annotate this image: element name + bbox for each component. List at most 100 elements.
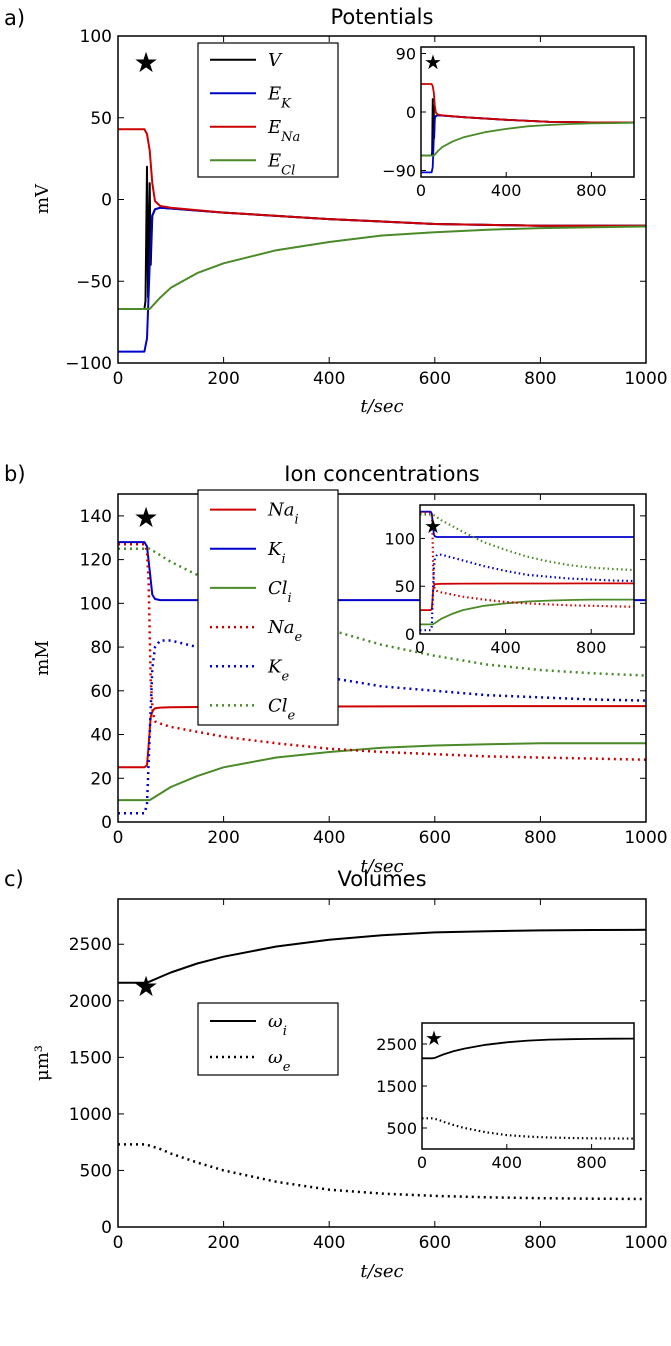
legend-entry-label: Nai (267, 500, 299, 528)
legend-entry-label: ωe (268, 1047, 291, 1075)
x-tick-label: 600 (419, 369, 451, 389)
series-line-1 (118, 705, 646, 769)
plot-frame (117, 493, 647, 823)
x-tick-label: 0 (113, 828, 124, 848)
inset-series-line-1 (422, 1037, 634, 1060)
y-tick-label: 50 (90, 109, 112, 129)
x-tick-label: 0 (113, 1233, 124, 1253)
inset-x-tick-label: 400 (490, 638, 521, 657)
x-tick-label: 400 (313, 369, 345, 389)
series-line-4 (118, 225, 646, 310)
x-tick-label: 600 (419, 1233, 451, 1253)
series-line-1 (118, 165, 646, 310)
series-line-1 (118, 928, 646, 984)
inset-background (422, 1023, 634, 1149)
star-marker: ★ (133, 970, 158, 1003)
x-axis-label: t/sec (360, 396, 403, 417)
x-tick-label: 800 (524, 1233, 556, 1253)
y-tick-label: 140 (80, 507, 112, 527)
chart-title: Volumes (337, 867, 426, 891)
inset-series-group (420, 510, 634, 632)
inset-x-tick-label: 0 (415, 638, 425, 657)
x-tick-label: 200 (207, 369, 239, 389)
y-tick-label: 1000 (69, 1105, 112, 1125)
series-group (118, 541, 646, 815)
inset-star-marker: ★ (425, 1026, 443, 1050)
inset-series-line-4 (421, 121, 634, 157)
inset-frame (419, 504, 635, 635)
y-axis-label: mV (32, 183, 53, 214)
series-group (118, 128, 646, 353)
series-line-2 (118, 206, 646, 353)
x-tick-label: 1000 (624, 369, 667, 389)
panel-label: b) (4, 462, 26, 486)
inset-x-tick-label: 800 (576, 638, 607, 657)
y-tick-label: 20 (90, 769, 112, 789)
legend-entry-label: Ke (267, 656, 289, 684)
panel-label: a) (4, 6, 25, 30)
inset-y-tick-label: 2500 (376, 1035, 417, 1054)
y-tick-label: 2500 (69, 935, 112, 955)
y-tick-label: 0 (101, 1218, 112, 1238)
chart-title: Potentials (331, 5, 434, 29)
inset-series-line-2 (420, 510, 634, 538)
series-group (118, 928, 646, 1201)
x-tick-label: 1000 (624, 828, 667, 848)
inset-series-line-2 (422, 1117, 634, 1140)
inset-series-line-6 (420, 513, 634, 572)
y-tick-label: −50 (76, 272, 112, 292)
x-tick-label: 800 (524, 828, 556, 848)
legend-entry-label: Nae (267, 617, 302, 645)
y-axis-label: mM (32, 640, 53, 676)
inset-x-tick-label: 0 (417, 1153, 427, 1172)
series-line-3 (118, 128, 646, 227)
x-axis-label: t/sec (360, 856, 403, 877)
inset-y-tick-label: 0 (405, 625, 415, 644)
x-tick-label: 600 (419, 828, 451, 848)
legend-entry-label: EK (267, 83, 292, 111)
x-tick-label: 200 (207, 1233, 239, 1253)
legend-entry-label: ECl (267, 150, 295, 178)
x-tick-label: 200 (207, 828, 239, 848)
x-tick-label: 800 (524, 369, 556, 389)
inset-chart: 0 400 800 0 50 100 ★ (384, 504, 635, 657)
y-tick-label: 100 (80, 27, 112, 47)
inset-y-tick-label: 50 (395, 577, 415, 596)
chart-title: Ion concentrations (284, 462, 479, 486)
series-line-5 (118, 639, 646, 815)
x-tick-label: 0 (113, 369, 124, 389)
legend-entry-label: ωi (268, 1011, 287, 1039)
y-tick-label: 100 (80, 594, 112, 614)
x-tick-label: 1000 (624, 1233, 667, 1253)
legend-entry-label: V (268, 50, 283, 71)
inset-y-tick-label: 100 (384, 529, 415, 548)
legend: ωi ωe (197, 1002, 339, 1076)
inset-series-group (421, 83, 634, 174)
y-tick-label: 1500 (69, 1048, 112, 1068)
series-line-6 (118, 547, 646, 677)
y-tick-label: 2000 (69, 992, 112, 1012)
series-line-4 (118, 543, 646, 761)
panel-label: c) (4, 867, 24, 891)
inset-series-line-3 (421, 83, 634, 124)
inset-star-marker: ★ (424, 514, 442, 538)
inset-series-line-5 (420, 553, 634, 632)
x-tick-label: 400 (313, 1233, 345, 1253)
x-axis-label: t/sec (360, 1261, 403, 1282)
y-axis-label: μm³ (32, 1045, 53, 1081)
legend-box (197, 1002, 339, 1076)
inset-x-tick-label: 800 (576, 181, 607, 200)
plot-frame (117, 898, 647, 1228)
inset-chart: 0 400 800 500 1500 2500 ★ (376, 1022, 635, 1172)
legend-box (197, 489, 339, 726)
inset-y-tick-label: 500 (386, 1119, 417, 1138)
y-tick-label: −100 (65, 354, 112, 374)
star-marker: ★ (133, 46, 158, 79)
x-tick-label: 400 (313, 828, 345, 848)
inset-y-tick-label: −90 (382, 162, 416, 181)
